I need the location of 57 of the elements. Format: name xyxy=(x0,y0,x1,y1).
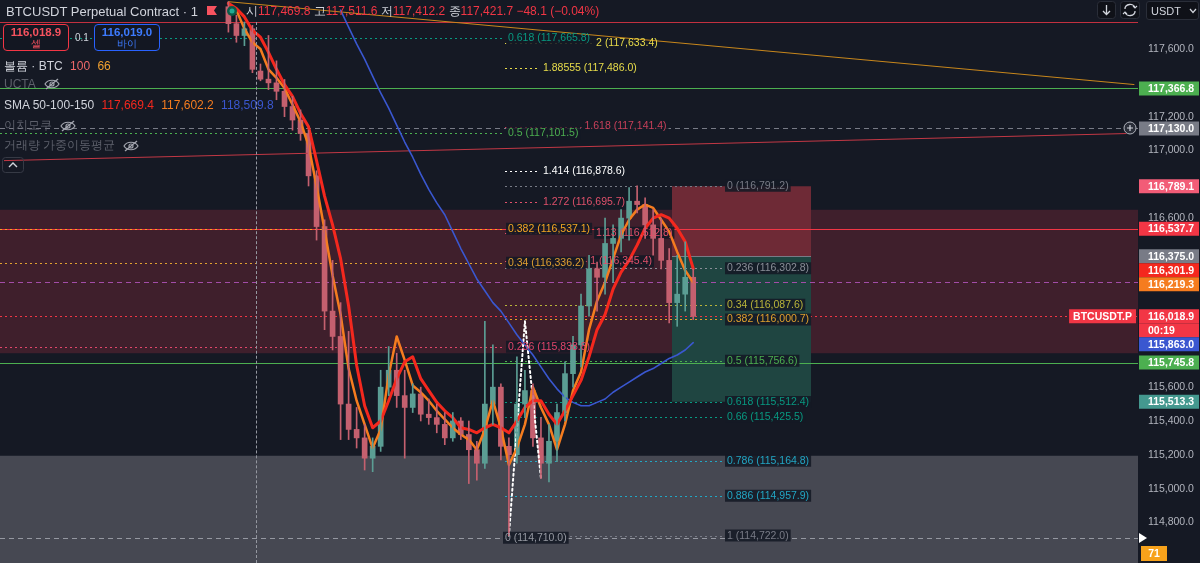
annotation: 116,018.9 xyxy=(10,25,62,38)
annotation: UCTA xyxy=(4,77,36,91)
ref-line-label: 0.382 (116,537.1) xyxy=(508,221,591,234)
ref-line-label: 0.886 (114,957.9) xyxy=(727,488,810,501)
text: 116,789.1 xyxy=(1148,179,1195,192)
ref-line-label: 0.5 (115,756.6) xyxy=(727,353,798,366)
y-tick-label: 117,000.0 xyxy=(1148,143,1195,156)
ref-line-label: 1.88555 (117,486.0) xyxy=(543,61,637,74)
ref-line-label: 2 (117,633.4) xyxy=(596,36,658,49)
ref-line-label: 0.618 (115,512.4) xyxy=(727,394,810,407)
buy-button: 116,019.0 바이 xyxy=(94,24,160,51)
ref-line-label: 0.34 (116,087.6) xyxy=(727,297,804,310)
ref-line-label: 0.786 (115,164.8) xyxy=(727,453,810,466)
ref-line-label: 1 (114,722.0) xyxy=(727,528,789,541)
y-tick-label: 115,200.0 xyxy=(1148,447,1195,460)
annotation: 바이 xyxy=(117,37,137,50)
ref-line-label: 0.34 (116,336.2) xyxy=(508,255,585,268)
annotation: SMA 50-100-150 117,669.4 117,602.2 118,509.8 xyxy=(4,98,274,112)
sell-button: 116,018.9 셀 xyxy=(3,24,69,51)
ref-line-label: 0.382 (116,000.7) xyxy=(727,312,810,325)
y-tick-label: 115,600.0 xyxy=(1148,380,1195,393)
text: 116,301.9 xyxy=(1148,263,1195,276)
annotation: 셀 xyxy=(31,37,41,50)
text: 71 xyxy=(1141,546,1167,561)
ref-line-label: 0.66 (115,425.5) xyxy=(727,409,804,422)
annotation: 0.1 xyxy=(75,32,89,43)
ref-line-label: 117,130.0 xyxy=(1148,121,1195,134)
ref-line-label: 0.618 (117,665.8) xyxy=(508,30,591,43)
annotation: 이치모쿠 xyxy=(4,117,52,134)
ref-line-label: 0 (116,791.2) xyxy=(727,178,789,191)
ref-line-label: 0 (114,710.0) xyxy=(505,530,567,543)
ref-line-label: 116,537.7 xyxy=(1148,222,1195,235)
ref-line-label: 0.236 (116,302.8) xyxy=(727,261,810,274)
ref-line-label: 0.5 (117,101.5) xyxy=(508,126,579,139)
text: 115,863.0 xyxy=(1148,337,1195,350)
ref-line-label: 1.618 (117,141.4) xyxy=(584,119,667,132)
ref-line-label: 116,018.9 xyxy=(1148,309,1195,322)
ref-line-label: 115,745.8 xyxy=(1148,355,1195,368)
ref-line-label: 1.272 (116,695.7) xyxy=(543,194,626,207)
text: 116,219.3 xyxy=(1148,277,1195,290)
y-tick-label: 117,200.0 xyxy=(1148,109,1195,122)
y-tick-label: 115,400.0 xyxy=(1148,413,1195,426)
ref-line-label: 117,366.8 xyxy=(1148,81,1195,94)
text: 116,375.0 xyxy=(1148,249,1195,262)
y-tick-label: 116,600.0 xyxy=(1148,210,1195,223)
text: 00:19 xyxy=(1148,323,1176,336)
ref-line-label: 1.414 (116,878.6) xyxy=(543,163,626,176)
y-tick-label: 117,600.0 xyxy=(1148,41,1195,54)
annotation: BTCUSDT.P xyxy=(1073,309,1132,322)
text: 115,513.3 xyxy=(1148,395,1195,408)
annotation: 거래량 가중이동평균 xyxy=(4,137,116,154)
currency-dropdown: USDT xyxy=(1146,1,1199,20)
y-tick-label: 115,000.0 xyxy=(1148,481,1195,494)
annotation: 116,019.0 xyxy=(101,25,153,38)
chart-title: BTCUSDT Perpetual Contract · 1 xyxy=(6,3,198,19)
y-tick-label: 114,800.0 xyxy=(1148,515,1195,528)
annotation: 볼륨 · BTC 100 66 xyxy=(4,59,111,73)
